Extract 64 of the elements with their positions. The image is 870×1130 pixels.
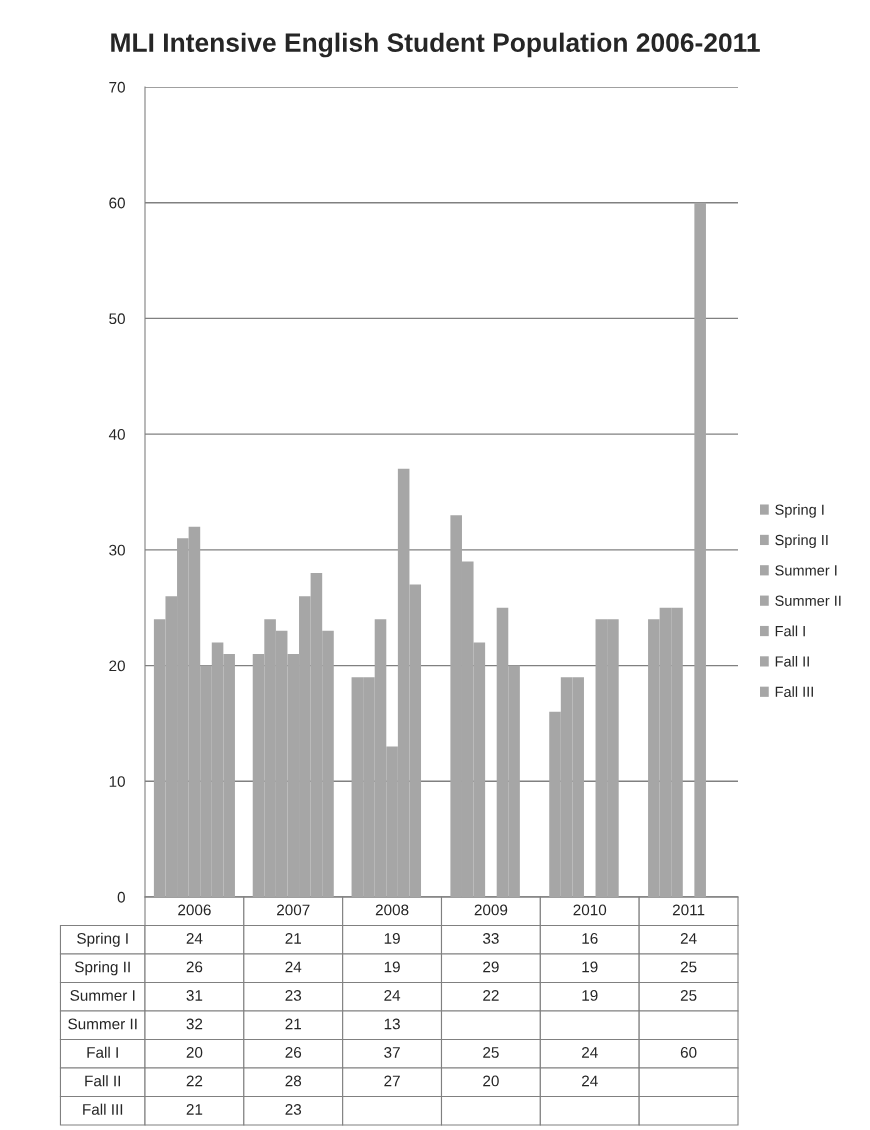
legend-label: Summer I: [775, 565, 837, 576]
data-label: 37: [384, 1047, 400, 1058]
x-tick-label: 2008: [375, 904, 409, 916]
data-label: 27: [384, 1075, 400, 1087]
legend-label: Fall II: [775, 655, 809, 667]
data-label: 25: [483, 1047, 499, 1058]
data-label: 21: [285, 933, 301, 944]
bar: [694, 202, 706, 897]
data-label: 21: [186, 1104, 203, 1115]
data-label: 23: [285, 1104, 302, 1115]
text: Summer I: [70, 990, 135, 1001]
data-label: 13: [384, 1018, 400, 1030]
x-tick-label: 2007: [277, 904, 310, 916]
data-label: 60: [680, 1047, 697, 1058]
legend-label: Fall III: [775, 686, 813, 698]
x-tick-label: 2010: [573, 904, 607, 916]
chart-title: MLI Intensive English Student Population 2006-2011: [111, 32, 760, 58]
data-label: 24: [582, 1075, 598, 1087]
legend-label: Spring I: [775, 504, 824, 518]
y-tick-label: 60: [109, 197, 125, 209]
legend-label: Fall I: [775, 625, 805, 637]
data-label: 22: [483, 990, 499, 1001]
data-label: 24: [384, 990, 401, 1001]
data-label: 21: [285, 1018, 301, 1030]
y-tick-label: 20: [109, 660, 125, 672]
text: Summer II: [68, 1018, 137, 1030]
data-label: 19: [582, 990, 598, 1001]
data-label: 29: [483, 961, 499, 973]
data-label: 28: [285, 1075, 302, 1087]
data-label: 33: [483, 933, 499, 944]
data-label: 19: [384, 961, 400, 973]
y-tick-label: 50: [109, 313, 125, 325]
data-label: 26: [186, 961, 203, 973]
data-label: 22: [186, 1075, 203, 1087]
data-label: 19: [582, 961, 598, 973]
data-label: 24: [285, 961, 302, 973]
x-tick-label: 2006: [178, 904, 211, 916]
y-tick-label: 70: [109, 81, 125, 93]
text: Fall I: [87, 1046, 118, 1058]
y-tick-label: 40: [108, 429, 125, 440]
y-tick-label: 10: [109, 776, 125, 787]
data-label: 31: [186, 990, 203, 1001]
text: Spring I: [77, 932, 128, 947]
data-label: 20: [483, 1075, 499, 1087]
x-tick-label: 2009: [474, 904, 508, 916]
data-label: 24: [186, 933, 203, 944]
x-tick-label: 2011: [672, 904, 705, 916]
data-label: 20: [186, 1047, 203, 1058]
text: Fall II: [85, 1075, 120, 1087]
legend-label: Spring II: [775, 534, 828, 549]
data-label: 23: [285, 990, 302, 1001]
data-label: 24: [680, 933, 697, 944]
data-label: 24: [582, 1047, 598, 1058]
data-label: 16: [582, 933, 598, 944]
data-label: 26: [285, 1047, 302, 1058]
text: Spring II: [74, 961, 130, 976]
data-label: 25: [680, 990, 697, 1001]
y-tick-label: 30: [109, 544, 125, 556]
data-label: 19: [384, 933, 400, 944]
y-tick-label: 0: [117, 891, 125, 903]
data-label: 25: [680, 961, 697, 973]
text: Fall III: [83, 1103, 123, 1115]
legend-label: Summer II: [775, 595, 841, 606]
data-label: 32: [186, 1018, 203, 1030]
